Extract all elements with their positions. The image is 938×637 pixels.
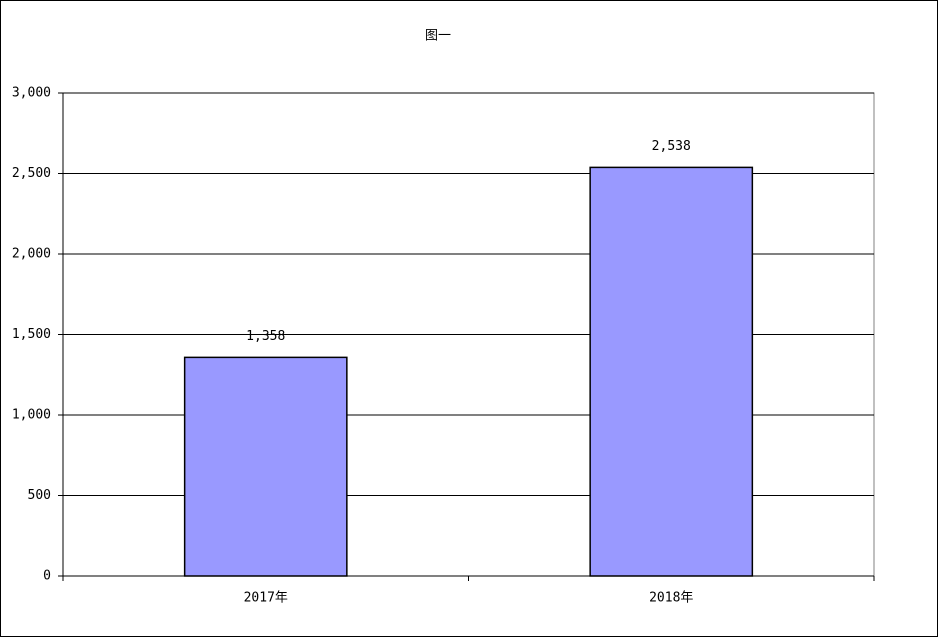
chart-title: 图一 (425, 29, 451, 44)
y-tick-label: 3,000 (12, 86, 51, 101)
y-tick-label: 500 (28, 488, 51, 503)
x-tick-label: 2018年 (649, 591, 693, 606)
value-label: 1,358 (246, 329, 285, 344)
y-tick-label: 2,000 (12, 247, 51, 262)
bar (589, 166, 754, 577)
y-tick-label: 1,500 (12, 327, 51, 342)
value-label: 2,538 (652, 139, 691, 154)
y-tick-label: 0 (43, 569, 51, 584)
bar (183, 356, 348, 577)
y-tick-label: 1,000 (12, 408, 51, 423)
x-tick-label: 2017年 (244, 591, 288, 606)
y-tick-label: 2,500 (12, 166, 51, 181)
